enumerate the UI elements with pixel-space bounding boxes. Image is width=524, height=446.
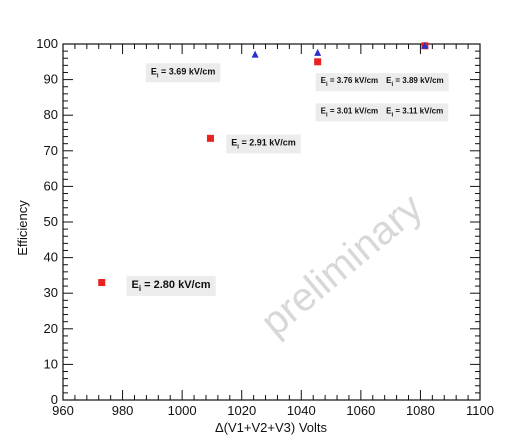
data-point-square — [314, 58, 322, 66]
y-tick-label: 100 — [36, 36, 58, 51]
annotation-value: = 3.69 kV/cm — [159, 66, 216, 76]
annotation-box — [315, 103, 384, 122]
annotation-text: Ei = 3.69 kV/cm — [151, 66, 215, 79]
y-tick-label: 80 — [44, 107, 58, 122]
annotation-symbol: E — [386, 76, 392, 85]
annotation-label: Ei = 3.11 kV/cm — [381, 103, 449, 122]
x-tick-label: 1100 — [466, 403, 494, 418]
annotation-value: = 3.89 kV/cm — [393, 76, 443, 85]
annotation-text: Ei = 3.76 kV/cm — [321, 76, 379, 88]
data-point-triangle — [314, 48, 322, 56]
annotation-text: Ei = 2.91 kV/cm — [231, 137, 295, 150]
annotation-subscript: i — [326, 82, 328, 88]
y-tick-label: 10 — [44, 356, 58, 371]
annotation-box — [381, 103, 449, 122]
annotation-symbol: E — [151, 66, 157, 76]
x-tick-label: 1020 — [227, 403, 256, 418]
axis-ticks — [62, 43, 481, 401]
annotation-symbol: E — [132, 279, 139, 291]
annotation-text: Ei = 2.80 kV/cm — [132, 279, 211, 293]
y-tick-label: 0 — [51, 392, 58, 407]
tick-labels: 960 980 1000 1020 1040 1060 1080 11000102030405… — [36, 36, 494, 418]
data-point-triangle — [251, 50, 259, 58]
annotation-text: Ei = 3.01 kV/cm — [321, 106, 379, 118]
data-point-triangle — [421, 41, 429, 49]
y-tick-label: 20 — [44, 321, 58, 336]
annotation-box — [381, 73, 449, 92]
annotation-label: Ei = 2.80 kV/cm — [126, 275, 216, 296]
annotation-box — [126, 275, 216, 296]
x-tick-label: 1040 — [287, 403, 316, 418]
annotation-value: = 2.80 kV/cm — [141, 279, 211, 291]
annotation-value: = 2.91 kV/cm — [239, 137, 296, 147]
y-tick-label: 50 — [44, 214, 58, 229]
annotation-text: Ei = 3.11 kV/cm — [386, 106, 443, 118]
annotation-symbol: E — [386, 106, 392, 115]
annotation-symbol: E — [321, 76, 327, 85]
annotation-subscript: i — [139, 284, 141, 293]
y-tick-label: 60 — [44, 178, 58, 193]
annotation-subscript: i — [326, 112, 328, 118]
annotation-box — [145, 63, 221, 83]
annotation-value: = 3.01 kV/cm — [328, 106, 378, 115]
data-point-square — [98, 279, 106, 287]
y-tick-label: 40 — [44, 250, 58, 265]
annotation-box — [226, 134, 301, 154]
y-tick-label: 90 — [44, 72, 58, 87]
x-tick-label: 1000 — [168, 403, 197, 418]
annotation-label: Ei = 3.69 kV/cm — [145, 63, 221, 83]
annotation-subscript: i — [392, 82, 394, 88]
data-point-square — [206, 134, 214, 142]
annotation-value: = 3.11 kV/cm — [393, 106, 443, 115]
annotation-symbol: E — [231, 137, 237, 147]
x-tick-label: 960 — [52, 403, 74, 418]
annotation-label: Ei = 3.89 kV/cm — [381, 73, 449, 92]
annotation-box — [315, 73, 384, 92]
annotation-label: Ei = 3.01 kV/cm — [315, 103, 384, 122]
x-tick-label: 980 — [112, 403, 134, 418]
data-points — [98, 41, 429, 287]
x-tick-label: 1080 — [406, 403, 435, 418]
annotation-label: Ei = 2.91 kV/cm — [226, 134, 301, 154]
y-tick-label: 30 — [44, 285, 58, 300]
annotation-label: Ei = 3.76 kV/cm — [315, 73, 384, 92]
y-axis-title: Efficiency — [15, 200, 30, 256]
annotation-symbol: E — [321, 106, 327, 115]
annotation-subscript: i — [237, 144, 239, 150]
y-tick-label: 70 — [44, 143, 58, 158]
annotation-value: = 3.76 kV/cm — [328, 76, 378, 85]
x-tick-label: 1060 — [346, 403, 375, 418]
x-axis-title: Δ(V1+V2+V3) Volts — [215, 420, 328, 435]
annotation-text: Ei = 3.89 kV/cm — [386, 76, 444, 88]
annotation-subscript: i — [392, 112, 394, 118]
annotation-subscript: i — [157, 73, 159, 79]
